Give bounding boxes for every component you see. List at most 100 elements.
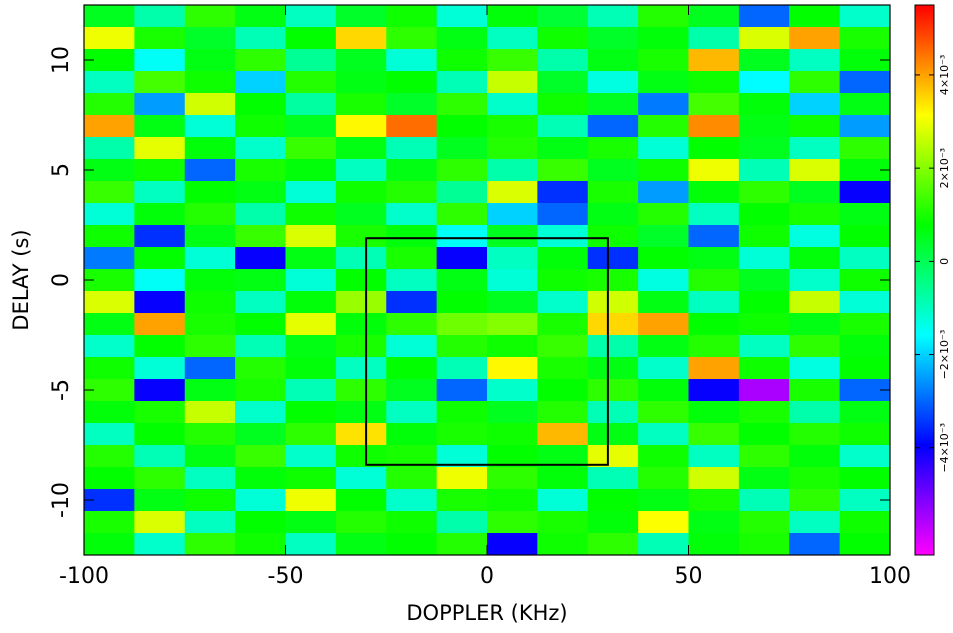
heatmap-cell [84,5,135,28]
heatmap-cell [285,533,337,556]
heatmap-cell [487,511,538,534]
heatmap-cell [839,27,891,50]
x-tick-label: 100 [869,564,911,589]
heatmap-cell [638,93,689,116]
heatmap-cell [235,533,286,556]
heatmap-cell [184,181,236,204]
heatmap-cell [839,533,891,556]
heatmap-cell [235,423,286,446]
heatmap-cell [235,181,286,204]
heatmap-cell [184,137,236,160]
heatmap-cell [738,71,790,94]
heatmap-cell [537,379,589,402]
heatmap-cell [84,533,135,556]
heatmap-cell [184,511,236,534]
heatmap-cell [839,379,891,402]
heatmap-cell [386,489,438,512]
heatmap-cell [386,313,438,336]
heatmap-cell [638,247,689,270]
heatmap-cell [738,445,790,468]
heatmap-cell [537,115,589,138]
heatmap-cell [688,247,740,270]
heatmap-cell [789,27,841,50]
heatmap-cell [184,115,236,138]
heatmap-cell [436,115,488,138]
heatmap-cell [84,247,135,270]
heatmap-cell [285,445,337,468]
heatmap-cell [587,335,639,358]
heatmap-cell [84,313,135,336]
heatmap-cell [688,181,740,204]
heatmap-cell [184,71,236,94]
heatmap-cell [789,533,841,556]
heatmap-cell [487,159,538,182]
heatmap-cell [436,225,488,248]
heatmap-cell [688,489,740,512]
heatmap-cell [285,511,337,534]
heatmap-cell [487,291,538,314]
heatmap-cell [386,379,438,402]
heatmap-cell [688,401,740,424]
colorbar-tick-label: 2×10⁻³ [938,148,951,188]
heatmap-cell [285,467,337,490]
heatmap-cell [436,401,488,424]
heatmap-cell [235,269,286,292]
heatmap-cell [688,335,740,358]
heatmap-cell [537,181,589,204]
heatmap-cell [537,137,589,160]
heatmap-cell [235,511,286,534]
heatmap-cell [789,291,841,314]
y-tick-label: 0 [49,273,74,287]
heatmap-cell [134,49,186,72]
heatmap-cell [335,401,387,424]
heatmap-cell [335,423,387,446]
heatmap-cell [688,269,740,292]
heatmap-cell [134,467,186,490]
heatmap-cell [184,313,236,336]
heatmap-cell [285,49,337,72]
heatmap-cell [436,313,488,336]
heatmap-cell [335,159,387,182]
y-axis-label: DELAY (s) [9,229,33,330]
heatmap-cell [386,93,438,116]
heatmap-cell [134,115,186,138]
heatmap-cell [235,247,286,270]
heatmap-cell [587,379,639,402]
heatmap-cell [235,445,286,468]
heatmap-cell [436,49,488,72]
heatmap-cell [738,313,790,336]
heatmap-cell [839,247,891,270]
heatmap-cell [285,401,337,424]
heatmap-cell [638,313,689,336]
heatmap-cell [487,335,538,358]
heatmap-cell [738,357,790,380]
heatmap-cell [184,445,236,468]
heatmap-cell [487,269,538,292]
heatmap-cell [386,335,438,358]
colorbar-tick-label: 4×10⁻³ [938,55,951,95]
heatmap-cell [436,5,488,28]
heatmap-cell [285,181,337,204]
heatmap-cell [184,93,236,116]
heatmap-cell [386,423,438,446]
heatmap-cell [688,313,740,336]
heatmap-cell [134,357,186,380]
heatmap-cell [688,5,740,28]
heatmap-cell [134,335,186,358]
colorbar-tick-label: 0 [938,258,951,265]
heatmap-cell [285,93,337,116]
heatmap-cell [839,269,891,292]
heatmap-cell [386,357,438,380]
heatmap-cell [537,313,589,336]
heatmap-cell [638,291,689,314]
heatmap-cell [487,5,538,28]
heatmap-cell [84,49,135,72]
heatmap-cell [638,357,689,380]
heatmap-cell [537,401,589,424]
heatmap-cell [436,291,488,314]
heatmap-cell [638,159,689,182]
heatmap-cell [235,489,286,512]
heatmap-cell [134,159,186,182]
heatmap-cell [839,511,891,534]
